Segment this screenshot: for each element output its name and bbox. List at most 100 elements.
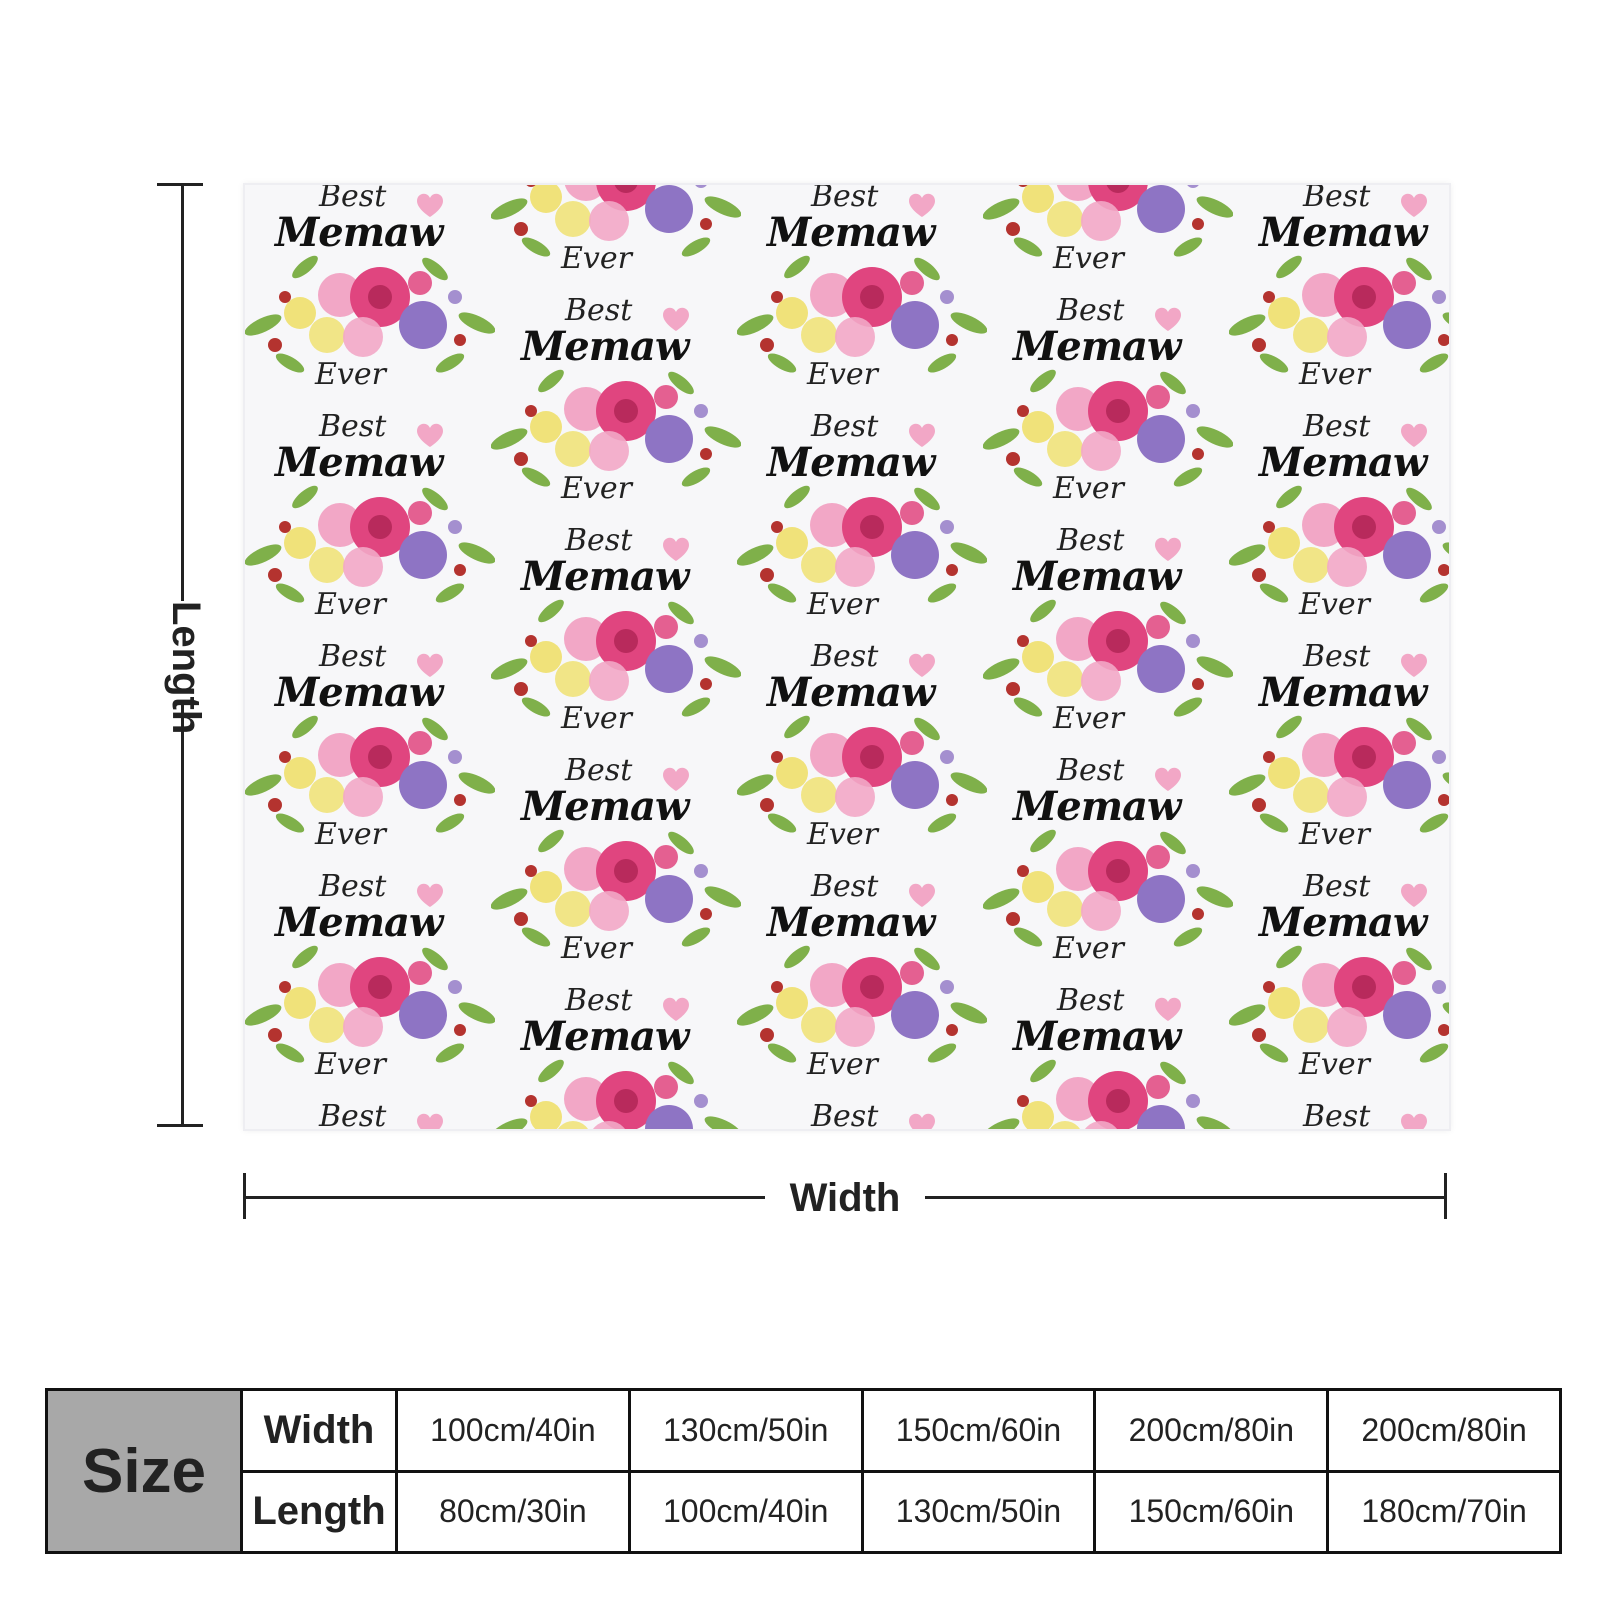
motif-best-text: Best — [565, 523, 633, 558]
motif-ever-text: Ever — [1053, 701, 1124, 736]
heart-icon — [1401, 1113, 1427, 1129]
flower-bouquet-icon — [1229, 423, 1449, 603]
motif-ever-text: Ever — [315, 1047, 386, 1082]
heart-icon — [663, 537, 689, 561]
heart-icon — [1155, 307, 1181, 331]
width-value: 200cm/80in — [1093, 1388, 1330, 1473]
flower-bouquet-icon — [245, 423, 495, 603]
motif-memaw-text: Memaw — [767, 439, 935, 486]
motif-ever-text: Ever — [315, 587, 386, 622]
motif-memaw-text: Memaw — [521, 1013, 689, 1060]
length-value: 150cm/60in — [1093, 1469, 1330, 1554]
motif-ever-text: Ever — [1299, 1047, 1370, 1082]
motif-ever-text: Ever — [561, 471, 632, 506]
motif-memaw-text: Memaw — [275, 439, 443, 486]
motif-memaw-text: Memaw — [767, 209, 935, 256]
heart-icon — [663, 997, 689, 1021]
motif-memaw-text: Memaw — [521, 323, 689, 370]
length-value: 100cm/40in — [627, 1469, 864, 1554]
motif-memaw-text: Memaw — [1259, 1129, 1426, 1131]
flower-bouquet-icon — [245, 653, 495, 833]
length-value: 80cm/30in — [395, 1469, 631, 1554]
flower-bouquet-icon — [1229, 883, 1449, 1063]
width-value: 150cm/60in — [860, 1388, 1097, 1473]
heart-icon — [909, 653, 935, 677]
motif-memaw-text: Memaw — [1013, 783, 1181, 830]
flower-bouquet-icon — [491, 185, 741, 257]
flower-bouquet-icon — [983, 767, 1233, 947]
size-row-width: Size Width 100cm/40in 130cm/50in 150cm/6… — [45, 1388, 1562, 1554]
motif-memaw-text: Memaw — [767, 899, 935, 946]
motif-best-text: Best — [1303, 183, 1371, 214]
motif-best-text: Best — [565, 983, 633, 1018]
width-value: 200cm/80in — [1326, 1388, 1562, 1473]
flower-bouquet-icon — [491, 537, 741, 717]
motif-best-text: Best — [1057, 523, 1125, 558]
motif-memaw-text: Memaw — [521, 783, 689, 830]
flower-bouquet-icon — [491, 767, 741, 947]
length-top-tick — [157, 183, 203, 186]
motif-ever-text: Ever — [807, 357, 878, 392]
motif-best-text: Best — [811, 1099, 879, 1131]
motif-ever-text: Ever — [1299, 587, 1370, 622]
motif-memaw-text: Memaw — [1013, 553, 1181, 600]
flower-bouquet-icon — [491, 307, 741, 487]
heart-icon — [417, 423, 443, 447]
width-value: 130cm/50in — [627, 1388, 864, 1473]
motif-memaw-text: Memaw — [275, 209, 443, 256]
heart-icon — [909, 1113, 935, 1129]
heart-icon — [417, 883, 443, 907]
flower-bouquet-icon — [1401, 1113, 1427, 1129]
heart-icon — [417, 653, 443, 677]
heart-icon — [1401, 883, 1427, 907]
motif-best-text: Best — [811, 183, 879, 214]
motif-memaw-text: Memaw — [521, 553, 689, 600]
motif-best-text: Best — [565, 753, 633, 788]
flower-bouquet-icon — [1229, 193, 1449, 373]
motif-ever-text: Ever — [1053, 931, 1124, 966]
flower-bouquet-icon — [737, 423, 987, 603]
flower-bouquet-icon — [1229, 653, 1449, 833]
heart-icon — [909, 423, 935, 447]
row-label-length: Length — [240, 1469, 398, 1554]
heart-icon — [1401, 193, 1427, 217]
motif-memaw-text: Memaw — [1259, 209, 1427, 256]
blanket-preview: Best Memaw Ever Best Memaw Ever Best Memaw Ever B… — [243, 183, 1451, 1131]
size-header: Size — [45, 1388, 243, 1554]
motif-ever-text: Ever — [807, 817, 878, 852]
flower-bouquet-icon — [245, 193, 495, 373]
motif-memaw-text: Memaw — [1259, 899, 1427, 946]
motif-best-text: Best — [565, 293, 633, 328]
motif-ever-text: Ever — [561, 701, 632, 736]
motif-memaw-text: Memaw — [1259, 669, 1427, 716]
flower-bouquet-icon — [737, 193, 987, 373]
motif-memaw-text: Memaw — [1013, 1013, 1181, 1060]
heart-icon — [1155, 767, 1181, 791]
flower-bouquet-icon — [983, 185, 1233, 257]
width-label: Width — [765, 1173, 925, 1223]
motif-best-text: Best — [1303, 869, 1371, 904]
motif-best-text: Best — [319, 183, 387, 214]
motif-memaw-text: Memaw — [275, 669, 443, 716]
motif-memaw-text: Memaw — [1013, 323, 1181, 370]
motif-ever-text: Ever — [1299, 817, 1370, 852]
motif-memaw-text: Memaw — [275, 1129, 442, 1131]
